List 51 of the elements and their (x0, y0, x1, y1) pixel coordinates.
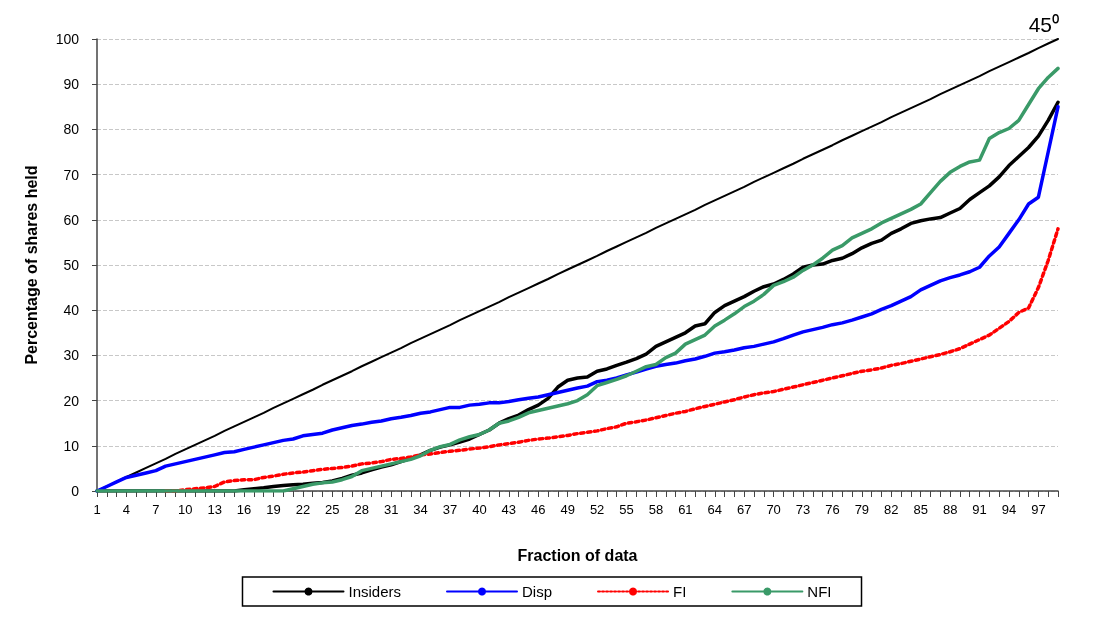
x-tick-label: 43 (501, 502, 517, 517)
y-tick-label: 80 (63, 121, 80, 138)
y-tick-label: 90 (63, 76, 80, 93)
x-tick-label: 64 (707, 502, 723, 517)
x-tick-label: 1 (93, 502, 101, 517)
y-tick-label: 20 (63, 392, 80, 409)
x-tick-label: 85 (913, 502, 928, 517)
x-tick-label: 82 (884, 502, 899, 517)
x-tick-label: 58 (648, 502, 664, 517)
x-tick-label: 25 (325, 502, 340, 517)
x-tick-label: 46 (531, 502, 546, 517)
y-tick-label: 10 (63, 437, 80, 454)
x-tick-label: 16 (236, 502, 252, 517)
x-tick-label: 61 (678, 502, 693, 517)
y-tick-label: 70 (63, 166, 80, 183)
x-tick-label: 76 (825, 502, 840, 517)
x-tick-label: 22 (295, 502, 311, 517)
x-tick-label: 4 (122, 502, 131, 517)
x-tick-label: 91 (972, 502, 987, 517)
x-tick-label: 73 (795, 502, 811, 517)
x-tick-label: 40 (472, 502, 487, 517)
y-axis-title: Percentage of shares held (22, 165, 40, 365)
x-axis-title: Fraction of data (517, 546, 638, 564)
legend-label: Insiders (348, 583, 402, 600)
y-tick-label: 0 (71, 483, 80, 499)
x-tick-label: 19 (266, 502, 281, 517)
y-tick-label: 60 (63, 211, 80, 228)
x-tick-label: 49 (560, 502, 575, 517)
x-tick-label: 13 (207, 502, 222, 517)
text: 45⁰ (1028, 13, 1059, 36)
x-tick-label: 70 (766, 502, 781, 517)
x-tick-label: 37 (442, 502, 458, 517)
legend-label: Disp (522, 583, 553, 600)
x-tick-label: 94 (1001, 502, 1017, 517)
x-tick-label: 97 (1031, 502, 1046, 517)
y-tick-label: 100 (55, 31, 80, 47)
x-tick-label: 28 (354, 502, 369, 517)
x-tick-label: 52 (589, 502, 605, 517)
x-tick-label: 67 (736, 502, 752, 517)
y-tick-label: 30 (63, 347, 80, 364)
x-tick-label: 79 (854, 502, 870, 517)
y-tick-label: 40 (63, 302, 80, 319)
x-tick-label: 10 (178, 502, 193, 517)
x-tick-label: 31 (383, 502, 399, 517)
x-tick-label: 7 (152, 502, 160, 517)
legend-label: NFI (807, 583, 832, 600)
y-tick-label: 50 (63, 257, 80, 273)
legend-label: FI (673, 583, 687, 600)
x-tick-label: 55 (619, 502, 634, 517)
x-tick-label: 88 (942, 502, 958, 517)
x-tick-label: 34 (413, 502, 428, 517)
